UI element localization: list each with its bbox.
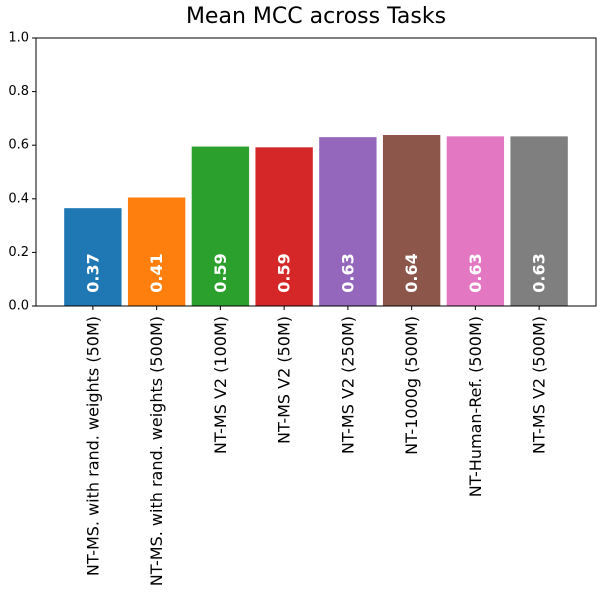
- bar: [319, 137, 377, 306]
- x-tick-label: NT-Human-Ref. (500M): [466, 316, 485, 497]
- bar: [382, 135, 441, 306]
- bar: [191, 146, 250, 306]
- bar-value-label: 0.59: [211, 253, 230, 292]
- x-tick-label: NT-MS. with rand. weights (50M): [83, 316, 102, 576]
- x-tick-label: NT-MS V2 (250M): [338, 316, 357, 454]
- y-tick-label: 0.4: [8, 191, 29, 206]
- x-tick-label: NT-MS V2 (500M): [530, 316, 549, 454]
- bar: [510, 136, 568, 306]
- y-tick-label: 0.8: [8, 84, 29, 99]
- bars-group: 0.37 0.41 0.59 0.59 0.63 0.64 0.63 0.63: [64, 135, 568, 306]
- x-tick-label: NT-1000g (500M): [402, 316, 421, 455]
- chart-title: Mean MCC across Tasks: [186, 4, 446, 29]
- bar-value-label: 0.59: [275, 253, 294, 292]
- plot-frame: [35, 37, 597, 307]
- y-axis: 0.0 0.2 0.4 0.6 0.8 1.0: [8, 31, 36, 314]
- y-tick-label: 0.2: [8, 245, 29, 260]
- bar-value-label: 0.37: [83, 253, 102, 292]
- x-tick-label: NT-MS V2 (50M): [275, 316, 294, 444]
- x-tick-label: NT-MS V2 (100M): [211, 316, 230, 454]
- bar: [64, 208, 122, 306]
- x-axis: NT-MS. with rand. weights (50M) NT-MS. wi…: [83, 306, 549, 586]
- bar-value-label: 0.63: [338, 253, 357, 292]
- y-tick-label: 0.0: [8, 299, 29, 314]
- x-tick-label: NT-MS. with rand. weights (500M): [147, 316, 166, 586]
- bar-value-label: 0.64: [402, 253, 421, 292]
- y-tick-label: 0.6: [8, 138, 29, 153]
- bar-value-label: 0.63: [530, 253, 549, 292]
- bar: [255, 147, 313, 306]
- bar: [446, 136, 505, 306]
- bar-value-label: 0.41: [147, 253, 166, 292]
- y-tick-label: 1.0: [8, 31, 29, 46]
- bar: [127, 197, 186, 306]
- bar-value-label: 0.63: [466, 253, 485, 292]
